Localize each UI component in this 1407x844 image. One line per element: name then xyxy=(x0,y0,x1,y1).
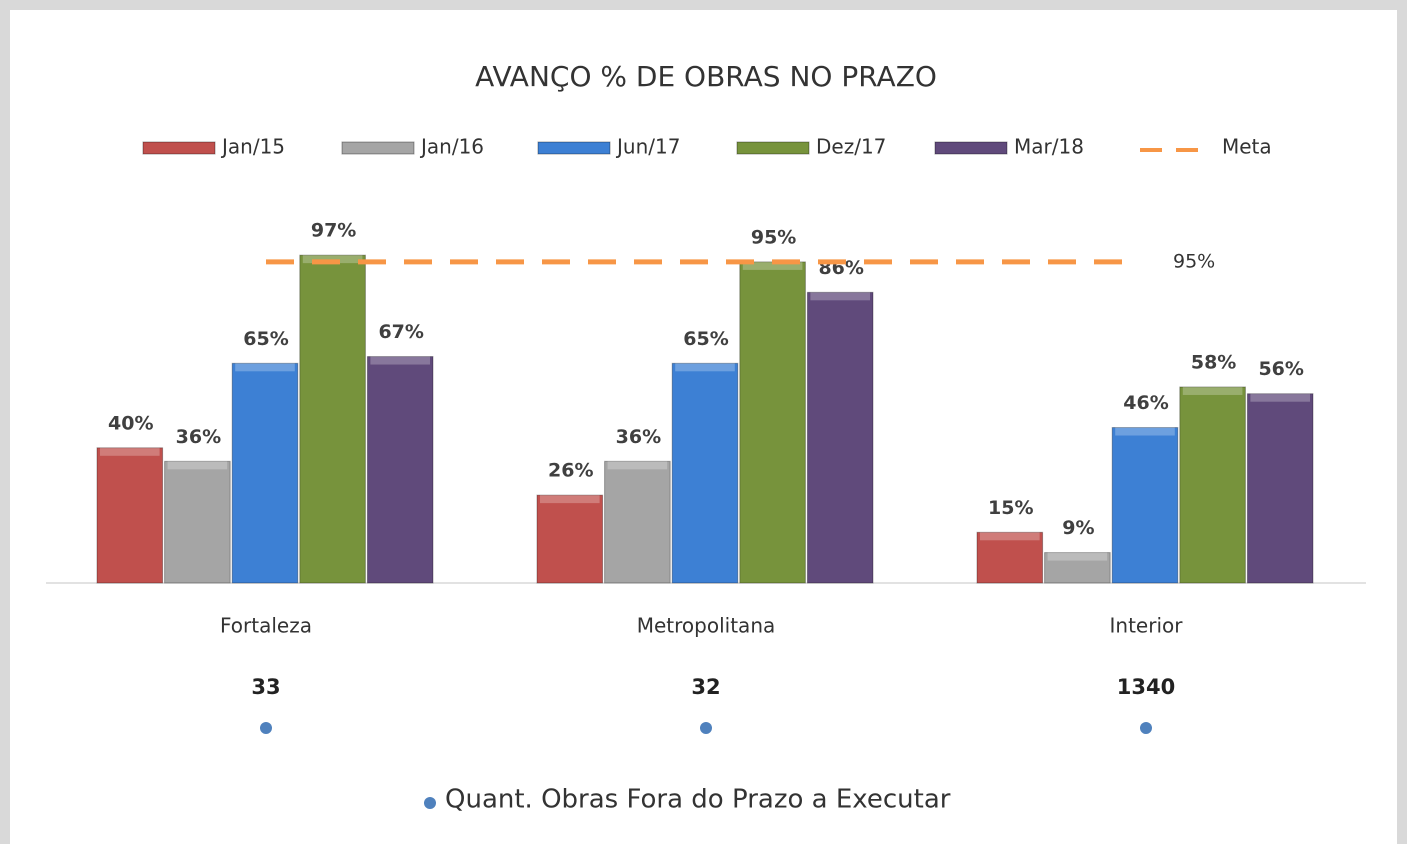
legend-label: Dez/17 xyxy=(816,135,886,159)
data-label: 15% xyxy=(988,497,1033,519)
x-tick-label: Interior xyxy=(1110,614,1184,638)
bar-bevel xyxy=(540,495,600,504)
bar-bevel xyxy=(167,461,228,470)
bar xyxy=(231,362,299,584)
bar xyxy=(536,494,604,584)
legend-swatch xyxy=(934,141,1008,155)
data-label: 65% xyxy=(243,328,288,350)
bar-bevel xyxy=(607,461,668,470)
bar xyxy=(976,531,1044,584)
legend-label: Meta xyxy=(1222,135,1272,159)
bar-bevel xyxy=(1115,427,1175,436)
legend-swatch xyxy=(142,141,216,155)
legend-label: Jan/15 xyxy=(220,135,285,159)
bar-bevel xyxy=(980,532,1040,541)
quant-dot xyxy=(260,722,272,734)
bar xyxy=(1179,386,1246,584)
bar xyxy=(366,356,434,584)
legend-label: Jun/17 xyxy=(615,135,680,159)
legend-swatch xyxy=(736,141,810,155)
data-label: 46% xyxy=(1123,392,1168,414)
legend-label: Jan/16 xyxy=(419,135,484,159)
bar-bevel xyxy=(302,255,363,264)
data-label: 67% xyxy=(378,321,423,343)
meta-label: 95% xyxy=(1173,250,1215,272)
bar xyxy=(604,460,671,584)
x-tick-label: Metropolitana xyxy=(637,614,776,638)
data-label: 9% xyxy=(1062,517,1094,539)
bar-bevel xyxy=(1250,393,1310,402)
bar-bevel xyxy=(100,447,160,456)
bar-bevel xyxy=(742,261,803,270)
bar-bevel xyxy=(1047,552,1108,561)
bar xyxy=(96,447,164,584)
bar-bevel xyxy=(675,363,735,372)
bar-bevel xyxy=(235,363,295,372)
data-label: 56% xyxy=(1258,358,1303,380)
legend-swatch xyxy=(537,141,611,155)
quant-dot xyxy=(700,722,712,734)
data-label: 95% xyxy=(751,226,796,248)
legend-label: Quant. Obras Fora do Prazo a Executar xyxy=(445,785,951,815)
bar-bevel xyxy=(810,292,870,301)
chart-title: AVANÇO % DE OBRAS NO PRAZO xyxy=(475,60,937,93)
quant-label: 32 xyxy=(691,675,720,699)
legend-label: Mar/18 xyxy=(1014,135,1084,159)
data-label: 36% xyxy=(176,426,221,448)
data-label: 40% xyxy=(108,412,153,434)
legend-dot xyxy=(424,797,436,809)
quant-dot xyxy=(1140,722,1152,734)
bar xyxy=(164,460,231,584)
bar xyxy=(739,261,806,584)
bar xyxy=(1111,427,1179,584)
bar xyxy=(671,362,739,584)
data-label: 26% xyxy=(548,460,593,482)
quant-label: 1340 xyxy=(1117,675,1175,699)
legend-swatch xyxy=(341,141,415,155)
x-tick-label: Fortaleza xyxy=(220,614,312,638)
quant-label: 33 xyxy=(251,675,280,699)
bar xyxy=(1044,552,1111,584)
bar xyxy=(806,291,874,584)
data-label: 97% xyxy=(311,220,356,242)
bar xyxy=(1246,393,1314,584)
bar xyxy=(299,254,366,584)
bar-bevel xyxy=(370,356,430,365)
data-label: 65% xyxy=(683,328,728,350)
bar-bevel xyxy=(1182,386,1243,395)
data-label: 36% xyxy=(616,426,661,448)
data-label: 58% xyxy=(1191,351,1236,373)
